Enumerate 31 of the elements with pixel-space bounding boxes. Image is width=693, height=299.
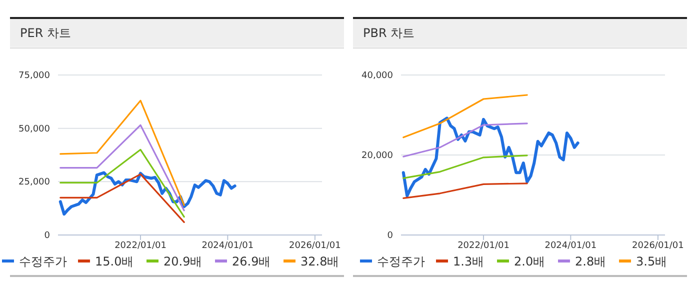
legend-label: 1.3배 [453, 254, 484, 268]
y-tick-label: 75,000 [18, 71, 50, 81]
chart-title: PBR 차트 [363, 26, 415, 40]
legend-label: 15.0배 [95, 254, 134, 268]
x-tick-label: 2026/01/01 [632, 241, 684, 251]
line-series [402, 116, 580, 198]
legend-label: 3.5배 [636, 254, 668, 268]
line-series [402, 122, 528, 158]
y-tick-label: 0 [387, 231, 394, 241]
y-tick-label: 25,000 [18, 178, 50, 188]
legend-label: 수정주가 [19, 254, 67, 268]
chart-title: PER 차트 [20, 26, 71, 40]
x-tick-label: 2024/01/01 [202, 241, 254, 251]
line-series [60, 100, 185, 206]
x-tick-label: 2026/01/01 [289, 241, 341, 251]
y-tick-label: 50,000 [18, 124, 50, 134]
x-tick-label: 2022/01/01 [458, 241, 510, 251]
legend-label: 수정주가 [377, 254, 425, 268]
x-tick-label: 2022/01/01 [114, 241, 166, 251]
legend-label: 2.0배 [514, 254, 546, 268]
y-tick-label: 20,000 [362, 151, 394, 161]
x-tick-label: 2024/01/01 [544, 241, 597, 251]
line-series [402, 182, 528, 199]
line-series [402, 94, 528, 138]
legend-label: 2.8배 [575, 254, 606, 268]
legend-label: 32.8배 [300, 254, 340, 268]
legend-label: 26.9배 [232, 254, 271, 268]
legend-label: 20.9배 [164, 254, 202, 268]
line-series [402, 154, 528, 179]
y-tick-label: 40,000 [362, 71, 394, 81]
y-tick-label: 0 [44, 231, 50, 241]
